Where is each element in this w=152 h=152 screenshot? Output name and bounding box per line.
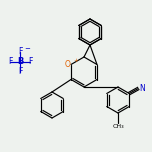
Text: −: − bbox=[24, 46, 30, 52]
Text: F: F bbox=[28, 57, 32, 67]
Text: CH₃: CH₃ bbox=[112, 124, 124, 129]
Text: F: F bbox=[18, 47, 22, 57]
Text: B: B bbox=[17, 57, 23, 67]
Text: O: O bbox=[64, 60, 70, 69]
Text: F: F bbox=[18, 67, 22, 76]
Text: F: F bbox=[8, 57, 12, 67]
Text: N: N bbox=[139, 84, 145, 93]
Text: +: + bbox=[73, 59, 78, 64]
